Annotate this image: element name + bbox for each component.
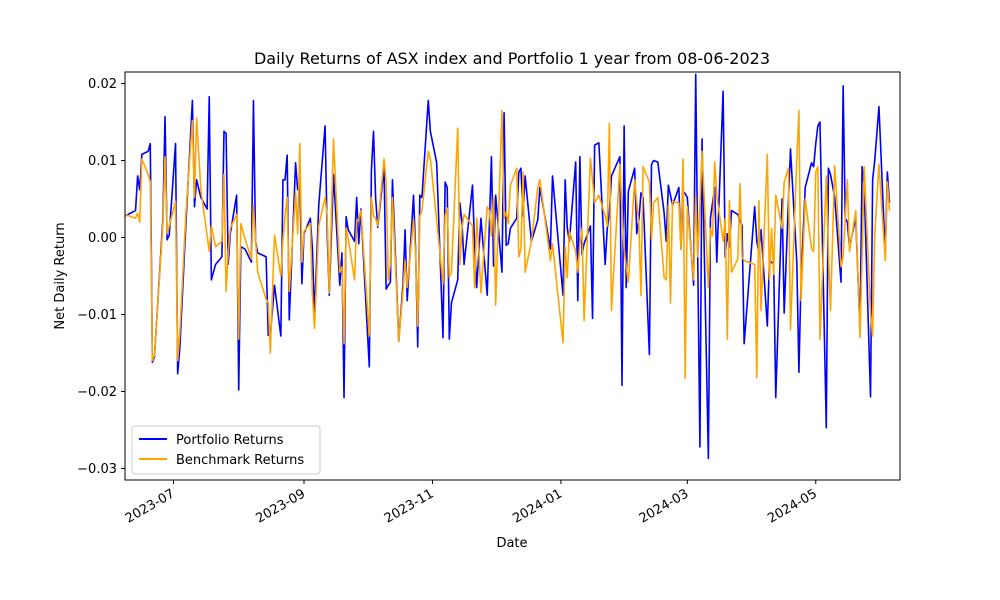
legend-label-benchmark: Benchmark Returns xyxy=(176,453,304,468)
y-tick-label: 0.00 xyxy=(88,231,117,246)
series-line-benchmark xyxy=(124,109,891,380)
y-tick-label: 0.01 xyxy=(88,154,117,169)
y-axis: 0.02 0.01 0.00 −0.01 −0.02 −0.03 xyxy=(77,77,125,477)
chart-title: Daily Returns of ASX index and Portfolio… xyxy=(254,49,770,68)
plot-frame xyxy=(124,71,901,481)
legend: Portfolio Returns Benchmark Returns xyxy=(131,425,321,475)
plot-area xyxy=(124,71,901,481)
x-axis-label: Date xyxy=(496,536,527,551)
y-tick-label: 0.02 xyxy=(88,77,117,92)
y-tick-label: −0.01 xyxy=(77,308,117,323)
legend-label-portfolio: Portfolio Returns xyxy=(176,433,284,448)
legend-box xyxy=(131,425,321,475)
y-axis-label: Net Daily Return xyxy=(53,222,68,329)
series-layer xyxy=(124,73,891,460)
y-tick-label: −0.02 xyxy=(77,385,117,400)
y-tick-label: −0.03 xyxy=(77,462,117,477)
